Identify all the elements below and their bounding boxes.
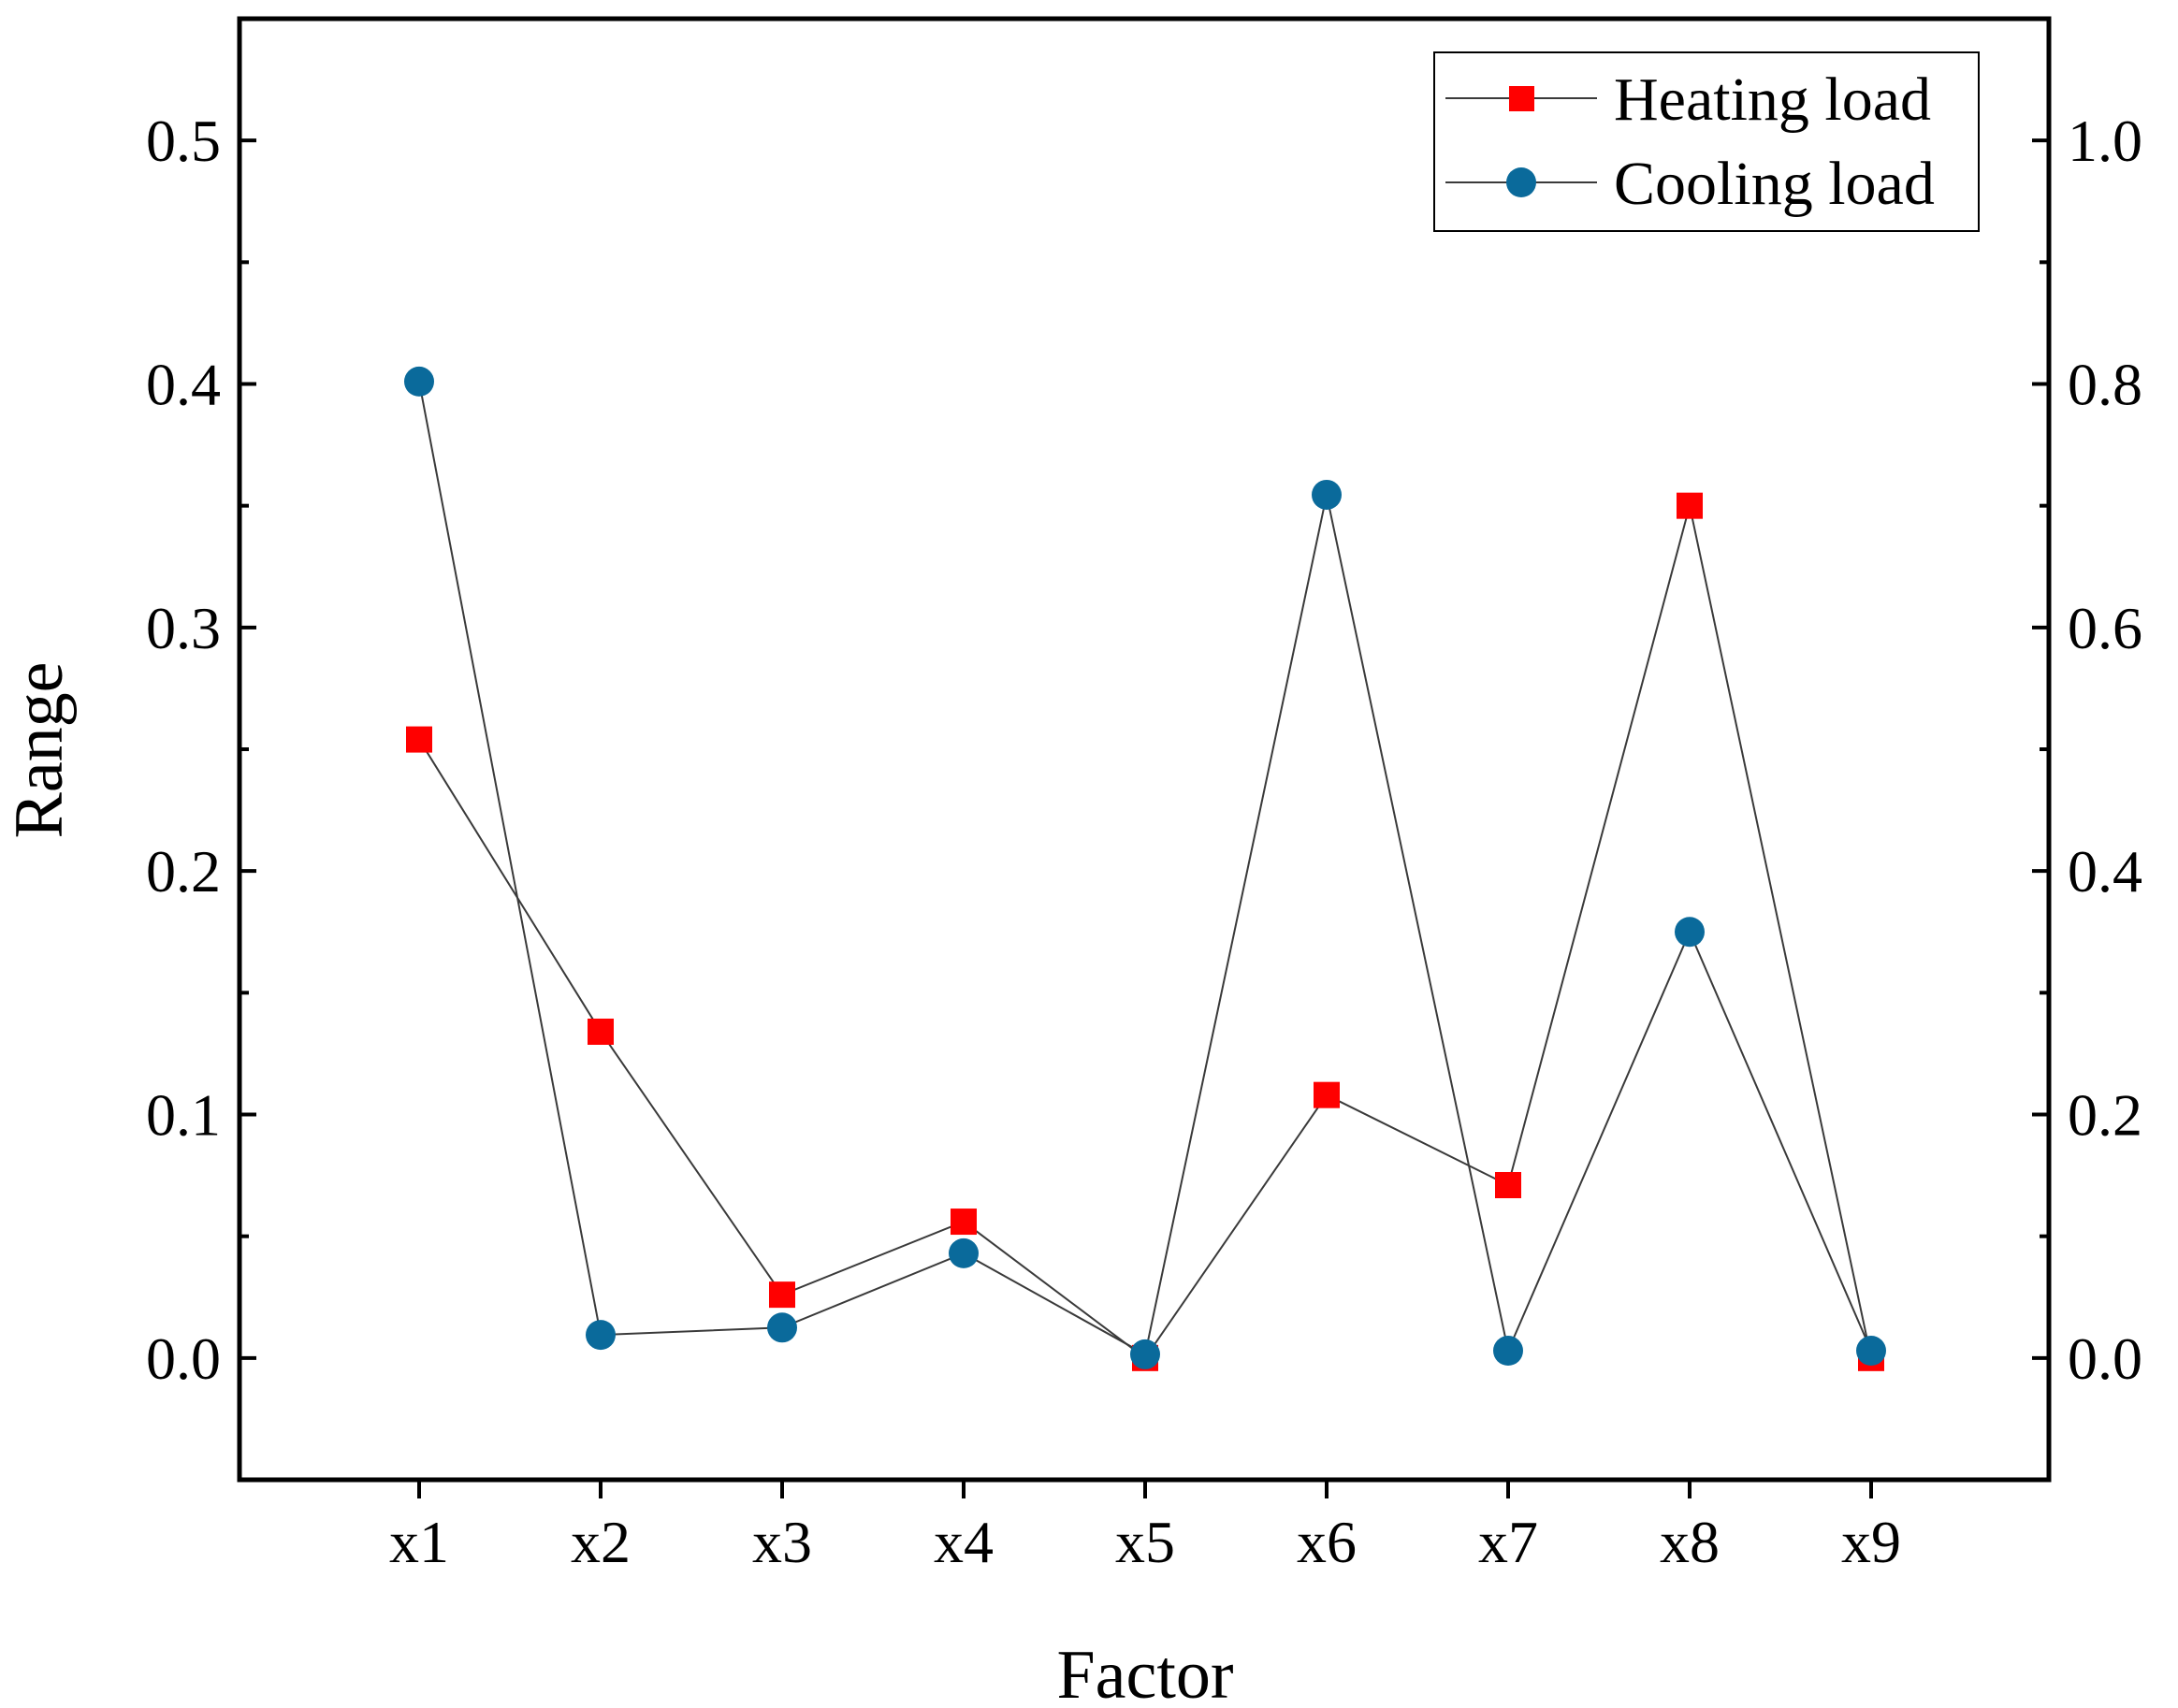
- series-line-cooling-load: [418, 381, 1872, 1356]
- y-right-tick-label: 0.0: [2068, 1325, 2142, 1392]
- y-left-tick-label: 0.3: [146, 595, 221, 661]
- legend: Heating load Cooling load: [1433, 51, 1980, 232]
- y-right-tick-label: 0.4: [2068, 838, 2142, 905]
- y-left-tick-label: 0.5: [146, 108, 221, 174]
- y-right-tick-label: 0.2: [2068, 1082, 2142, 1149]
- y-left-tick-label: 0.2: [146, 838, 221, 905]
- legend-label-cooling: Cooling load: [1614, 150, 1935, 218]
- y-left-tick-label: 0.4: [146, 352, 221, 418]
- cooling-load-point: [1130, 1339, 1160, 1369]
- heating-load-point: [406, 726, 432, 753]
- y-left-tick-label: 0.1: [146, 1082, 221, 1149]
- x-tick-label: x1: [389, 1509, 449, 1575]
- heating-load-point: [1677, 492, 1703, 519]
- legend-box: [1433, 51, 1980, 232]
- legend-marker-cooling: [1506, 167, 1536, 197]
- cooling-load-point: [767, 1312, 797, 1343]
- heating-load-point: [769, 1281, 795, 1309]
- axes-layer: 0.0 0.1 0.2 0.3 0.4 0.5 0.0 0.2 0.4 0.6 0.8 1.0 x1 x2…: [146, 16, 2142, 1575]
- plot-frame: [237, 16, 2052, 1483]
- series-markers: [404, 366, 1886, 1371]
- cooling-load-point: [586, 1320, 616, 1351]
- heating-load-point: [951, 1209, 977, 1236]
- x-tick-label: x4: [934, 1509, 994, 1575]
- y-axis-title: Range: [1, 661, 78, 838]
- cooling-load-point: [404, 366, 434, 397]
- x-tick-label: x6: [1297, 1509, 1357, 1575]
- x-tick-label: x7: [1478, 1509, 1538, 1575]
- legend-marker-heating: [1509, 86, 1534, 111]
- x-tick-label: x3: [752, 1509, 812, 1575]
- series-lines: [418, 381, 1872, 1360]
- x-tick-label: x9: [1841, 1509, 1901, 1575]
- cooling-load-point: [1675, 917, 1705, 948]
- y-right-tick-label: 1.0: [2068, 108, 2142, 174]
- heating-load-point: [1314, 1081, 1340, 1108]
- cooling-load-point: [1493, 1336, 1523, 1367]
- legend-label-heating: Heating load: [1614, 65, 1931, 134]
- y-right-tick-label: 0.8: [2068, 352, 2142, 418]
- heating-load-point: [1495, 1171, 1521, 1198]
- x-axis-title: Factor: [1056, 1637, 1233, 1708]
- x-tick-label: x5: [1115, 1509, 1175, 1575]
- x-tick-label: x2: [571, 1509, 631, 1575]
- x-tick-label: x8: [1660, 1509, 1720, 1575]
- heating-load-point: [588, 1018, 614, 1045]
- cooling-load-point: [1312, 479, 1342, 510]
- cooling-load-point: [949, 1238, 979, 1268]
- series-line-heating-load: [418, 505, 1872, 1360]
- cooling-load-point: [1856, 1336, 1886, 1367]
- y-left-tick-label: 0.0: [146, 1325, 221, 1392]
- y-right-tick-label: 0.6: [2068, 595, 2142, 661]
